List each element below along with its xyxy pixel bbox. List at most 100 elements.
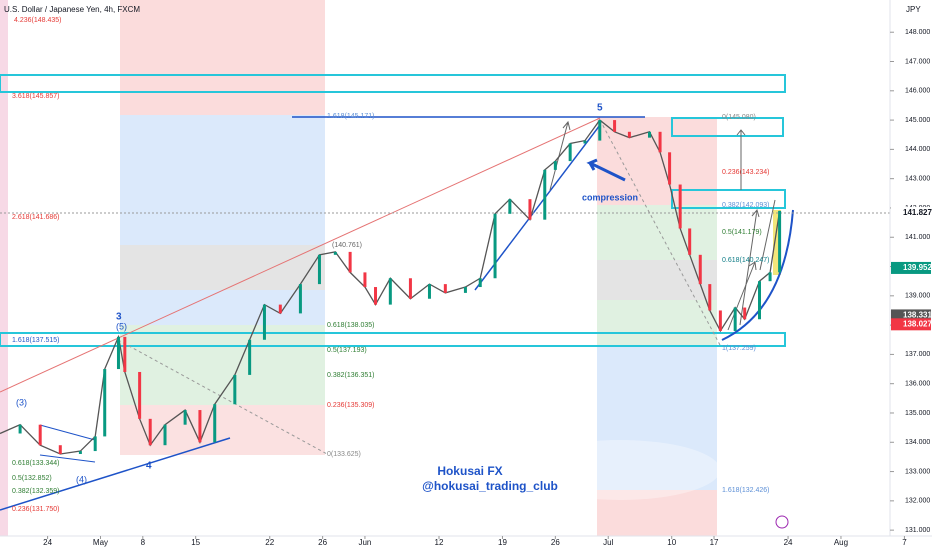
annotation: 4 — [146, 461, 152, 472]
y-tick-label: 134.000 — [905, 439, 930, 446]
curve — [721, 209, 794, 341]
candle — [333, 251, 337, 255]
zone — [597, 490, 717, 536]
candle — [743, 307, 747, 320]
annotation: 0.618(133.344) — [12, 460, 59, 467]
x-tick-label: 8 — [141, 538, 146, 547]
annotation: 0(133.625) — [327, 451, 361, 458]
box — [0, 332, 786, 347]
annotation: (4) — [76, 474, 87, 484]
candle — [38, 424, 42, 446]
price-line — [0, 119, 781, 455]
candle — [678, 184, 682, 229]
icon[interactable] — [775, 515, 789, 529]
candle — [198, 410, 202, 443]
x-tick-label: 10 — [667, 538, 676, 547]
annotation: 1(137.259) — [722, 345, 756, 352]
candle — [374, 287, 378, 305]
y-tick-label: 135.000 — [905, 410, 930, 417]
candle — [647, 131, 651, 138]
candle — [317, 254, 321, 285]
candle — [248, 339, 252, 375]
annotation: 0.236(135.309) — [327, 402, 374, 409]
trend-line — [39, 424, 96, 441]
arrows — [549, 120, 776, 331]
zone — [597, 260, 717, 300]
x-tick-label: 17 — [710, 538, 719, 547]
y-tick-label: 133.000 — [905, 468, 930, 475]
zone — [0, 0, 8, 536]
annotation: 1.618(145.171) — [327, 113, 374, 120]
price-badge-label: 138.027 — [903, 319, 932, 328]
price-badge — [891, 318, 931, 331]
x-tick-label: 15 — [191, 538, 200, 547]
candle — [278, 304, 282, 314]
candle — [508, 199, 512, 214]
candle — [528, 199, 532, 220]
y-tick-label: 132.000 — [905, 498, 930, 505]
candle — [478, 278, 482, 288]
trend-line — [599, 119, 721, 346]
x-tick-label: 19 — [498, 538, 507, 547]
annotation: 3 — [116, 312, 122, 323]
y-tick-label: 136.000 — [905, 381, 930, 388]
candle — [718, 310, 722, 331]
candle — [543, 169, 547, 220]
price-badge — [891, 207, 931, 220]
annotation: 0.5(132.852) — [12, 475, 52, 482]
watermark-shape — [520, 440, 720, 500]
annotation: 2.618(141.686) — [12, 214, 59, 221]
candle — [408, 278, 412, 299]
annotation: 1.618(132.426) — [722, 487, 769, 494]
candle — [348, 251, 352, 273]
x-tick-label: 22 — [265, 538, 274, 547]
annotation: 5 — [597, 103, 603, 114]
y-tick-label: 141.000 — [905, 234, 930, 241]
box — [0, 74, 786, 93]
annotation: 3.618(145.857) — [12, 93, 59, 100]
candle — [613, 120, 617, 132]
annotation: (140.761) — [332, 242, 362, 249]
candle — [627, 131, 631, 138]
candle — [778, 210, 782, 273]
annotation: 0.5(137.193) — [327, 347, 367, 354]
candle — [233, 374, 237, 405]
candle — [58, 445, 62, 454]
x-tick-label: May — [93, 538, 108, 547]
candle — [93, 436, 97, 452]
x-tick-label: 7 — [902, 538, 907, 547]
arrow — [586, 158, 626, 182]
candle — [688, 228, 692, 255]
zone — [597, 345, 717, 490]
candle — [183, 410, 187, 425]
candle — [733, 307, 737, 331]
candle — [768, 272, 772, 282]
annotation: compression — [582, 192, 638, 202]
candle — [443, 284, 447, 293]
x-tick-label: Jul — [603, 538, 613, 547]
trend-line — [117, 339, 328, 455]
price-badge-label: 141.827 — [903, 208, 932, 217]
annotation: 0.618(140.247) — [722, 257, 769, 264]
y-tick-label: 145.000 — [905, 117, 930, 124]
y-tick-label: 143.000 — [905, 176, 930, 183]
annotation: 0.382(136.351) — [327, 372, 374, 379]
candle — [658, 131, 662, 153]
zones — [0, 0, 890, 536]
annotation: 0.236(131.750) — [12, 506, 59, 513]
candle — [138, 371, 142, 419]
annotation: @hokusai_trading_club — [422, 479, 558, 493]
candle — [103, 369, 107, 437]
candle — [298, 284, 302, 314]
chart-title: U.S. Dollar / Japanese Yen, 4h, FXCM — [4, 5, 140, 14]
x-tick-label: 12 — [435, 538, 444, 547]
y-tick-label: 137.000 — [905, 351, 930, 358]
x-tick-label: 24 — [784, 538, 793, 547]
zone — [120, 405, 325, 455]
box — [773, 210, 781, 275]
candle — [363, 272, 367, 288]
annotation: (3) — [16, 397, 27, 407]
annotation: 4.236(148.435) — [14, 17, 61, 24]
annotation: 0(145.080) — [722, 114, 756, 121]
